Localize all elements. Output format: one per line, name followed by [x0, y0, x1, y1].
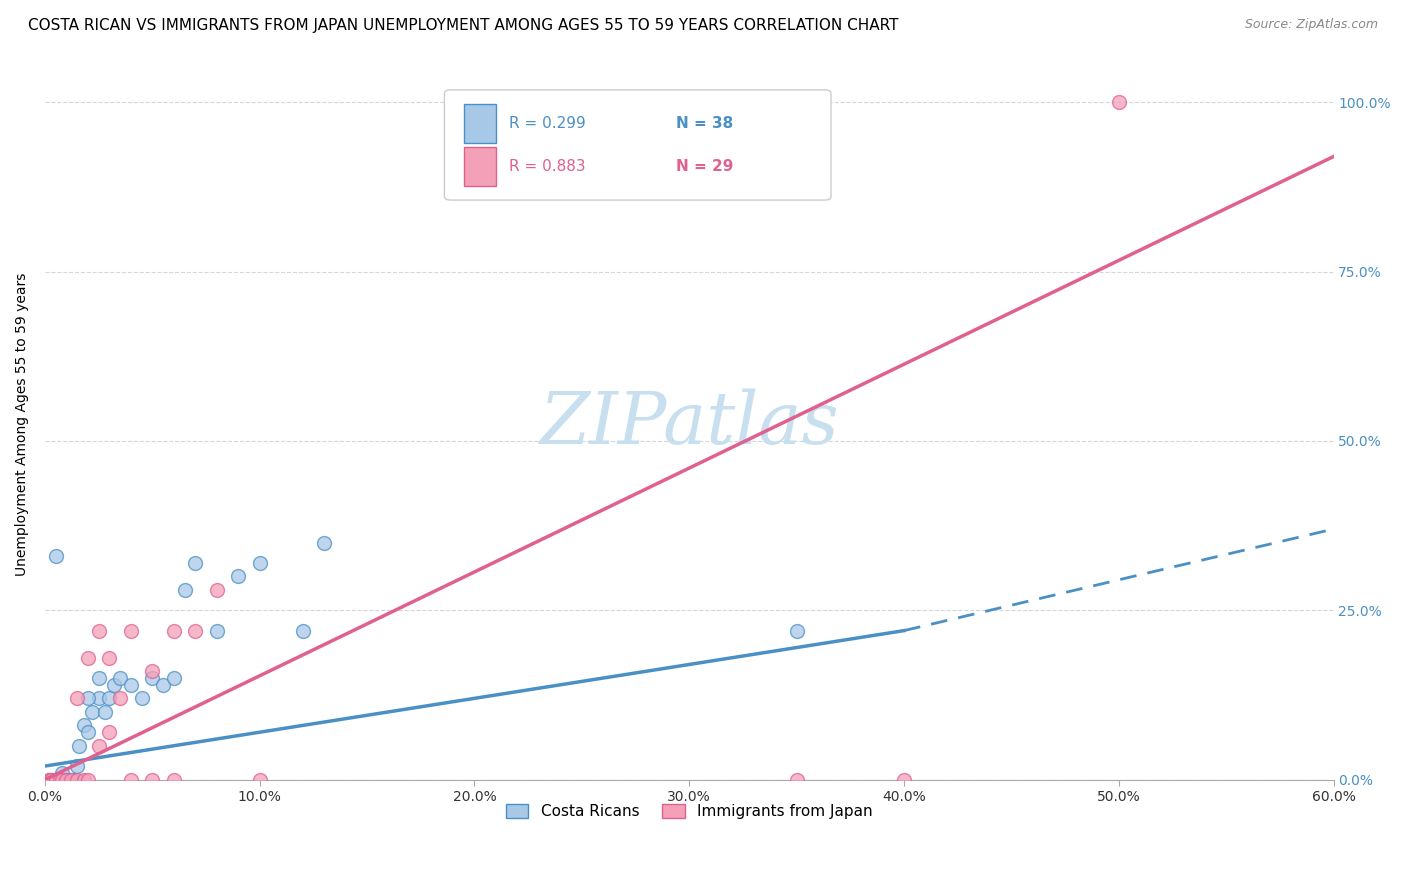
Point	[55, 772, 77, 787]
Point	[51, 765, 73, 780]
Point	[41, 772, 63, 787]
Point	[62, 772, 84, 787]
Point	[38, 772, 60, 787]
Point	[152, 678, 174, 692]
Point	[1108, 95, 1130, 110]
Point	[49, 772, 72, 787]
Point	[120, 624, 142, 638]
FancyBboxPatch shape	[444, 90, 831, 200]
Point	[77, 772, 100, 787]
Point	[87, 671, 110, 685]
Point	[163, 624, 186, 638]
FancyBboxPatch shape	[464, 104, 496, 144]
Point	[103, 678, 125, 692]
Text: N = 38: N = 38	[676, 116, 734, 131]
Point	[163, 772, 186, 787]
Point	[45, 772, 67, 787]
Point	[98, 725, 121, 739]
Point	[51, 772, 73, 787]
Point	[45, 772, 67, 787]
Point	[131, 691, 153, 706]
Point	[59, 772, 82, 787]
Point	[120, 678, 142, 692]
Point	[226, 569, 249, 583]
Point	[77, 691, 100, 706]
Point	[55, 772, 77, 787]
Y-axis label: Unemployment Among Ages 55 to 59 years: Unemployment Among Ages 55 to 59 years	[15, 272, 30, 575]
Point	[120, 772, 142, 787]
Point	[786, 772, 808, 787]
Legend: Costa Ricans, Immigrants from Japan: Costa Ricans, Immigrants from Japan	[499, 798, 879, 825]
Point	[249, 556, 271, 570]
FancyBboxPatch shape	[464, 147, 496, 186]
Text: N = 29: N = 29	[676, 159, 734, 174]
Point	[66, 759, 89, 773]
Point	[46, 772, 69, 787]
Point	[173, 582, 195, 597]
Point	[893, 772, 915, 787]
Point	[45, 549, 67, 563]
Text: COSTA RICAN VS IMMIGRANTS FROM JAPAN UNEMPLOYMENT AMONG AGES 55 TO 59 YEARS CORR: COSTA RICAN VS IMMIGRANTS FROM JAPAN UNE…	[28, 18, 898, 33]
Point	[87, 624, 110, 638]
Point	[77, 650, 100, 665]
Point	[141, 665, 163, 679]
Point	[205, 582, 228, 597]
Point	[314, 535, 336, 549]
Point	[38, 772, 60, 787]
Point	[72, 718, 94, 732]
Point	[58, 772, 80, 787]
Point	[108, 671, 131, 685]
Text: R = 0.883: R = 0.883	[509, 159, 585, 174]
Point	[82, 705, 104, 719]
Point	[42, 772, 65, 787]
Point	[141, 772, 163, 787]
Point	[49, 772, 72, 787]
Point	[291, 624, 314, 638]
Point	[67, 739, 90, 753]
Point	[108, 691, 131, 706]
Point	[66, 691, 89, 706]
Text: R = 0.299: R = 0.299	[509, 116, 585, 131]
Point	[59, 772, 82, 787]
Point	[41, 772, 63, 787]
Text: ZIPatlas: ZIPatlas	[540, 389, 839, 459]
Point	[163, 671, 186, 685]
Point	[77, 725, 100, 739]
Point	[98, 650, 121, 665]
Point	[87, 739, 110, 753]
Point	[87, 691, 110, 706]
Point	[786, 624, 808, 638]
Point	[53, 772, 76, 787]
Point	[72, 772, 94, 787]
Point	[205, 624, 228, 638]
Point	[249, 772, 271, 787]
Point	[141, 671, 163, 685]
Text: Source: ZipAtlas.com: Source: ZipAtlas.com	[1244, 18, 1378, 31]
Point	[94, 705, 117, 719]
Point	[66, 772, 89, 787]
Point	[184, 556, 207, 570]
Point	[184, 624, 207, 638]
Point	[98, 691, 121, 706]
